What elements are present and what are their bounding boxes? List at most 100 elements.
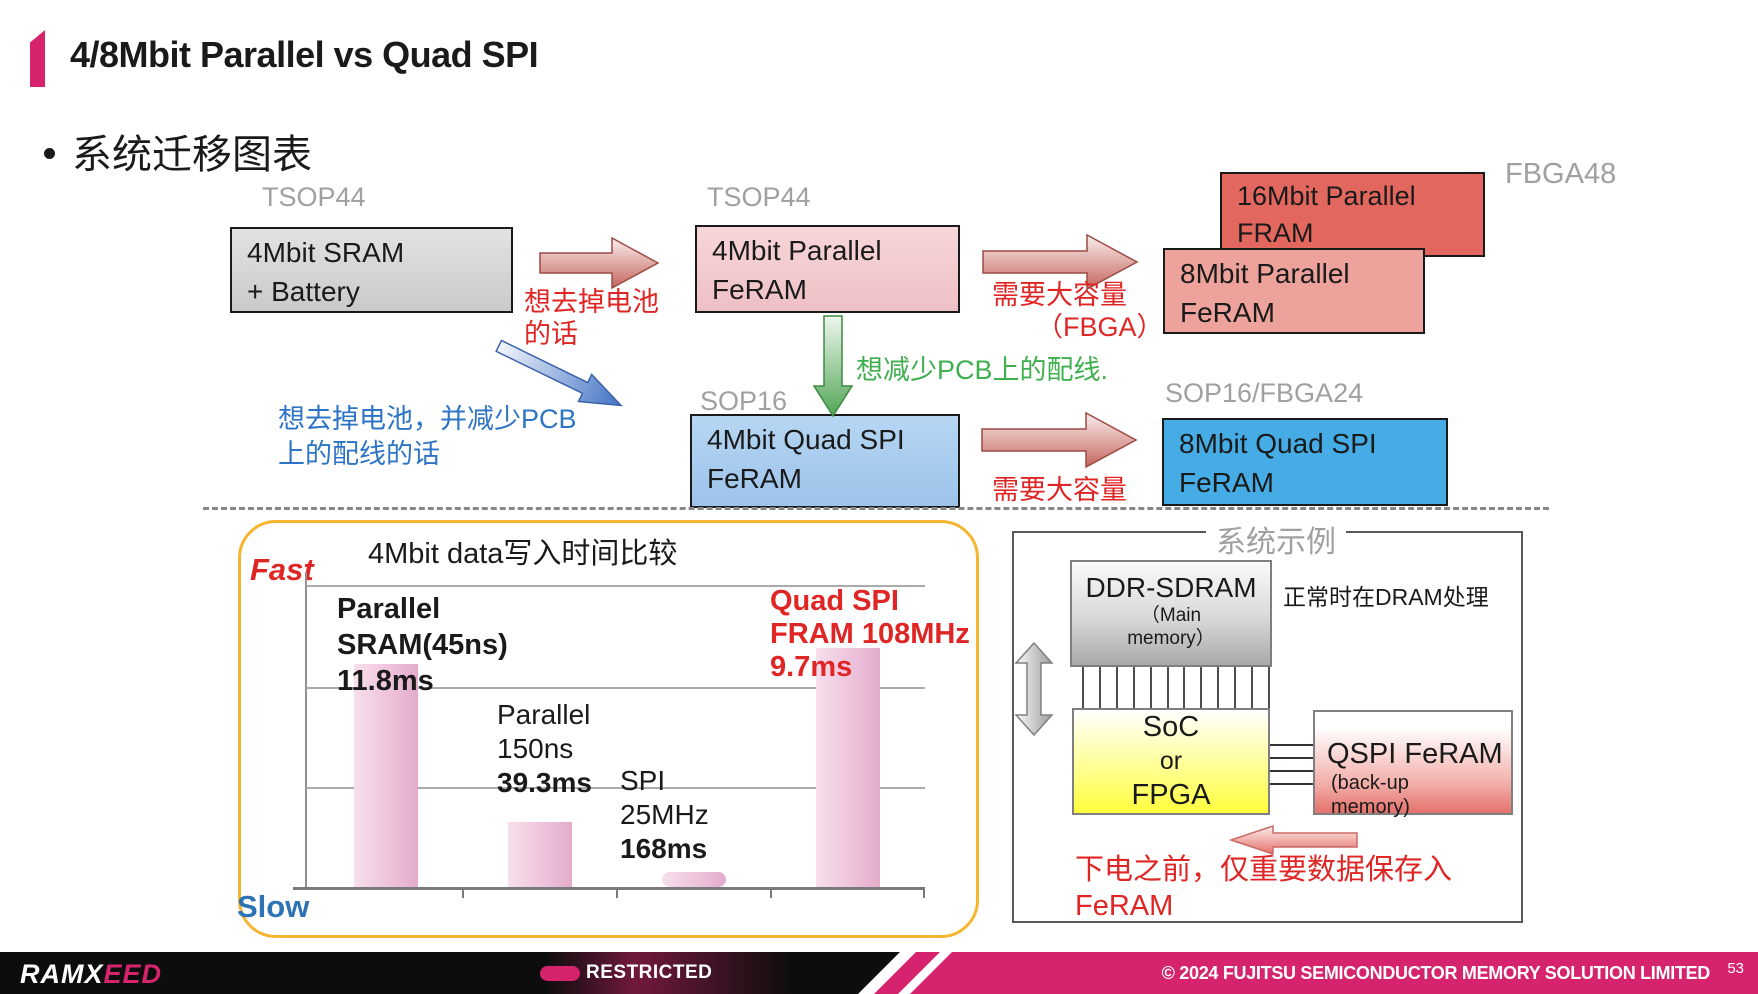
- restricted-pill-icon: [540, 966, 580, 981]
- chart-label-parallel-150ns: Parallel 150ns 39.3ms: [497, 698, 592, 800]
- ddr-sdram-box: DDR-SDRAM （Main memory）: [1070, 560, 1272, 667]
- annotation-line: 需要大容量: [992, 280, 1127, 310]
- box-text: （Main: [1140, 605, 1202, 626]
- chart-bar-parallel-sram: [354, 664, 418, 887]
- package-label-tsop44-sram: TSOP44: [262, 182, 366, 212]
- box-16mbit-parallel-fram: 16Mbit Parallel FRAM: [1220, 172, 1485, 257]
- label-line: SRAM(45ns): [337, 629, 508, 661]
- right-arrow-icon: [981, 411, 1138, 469]
- power-down-note: 下电之前，仅重要数据保存入 FeRAM: [1075, 852, 1452, 924]
- page-title: 4/8Mbit Parallel vs Quad SPI: [70, 34, 539, 75]
- annotation-remove-battery-reduce-pcb: 想去掉电池，并减少PCB 上的配线的话: [278, 402, 577, 472]
- pin-line: [1200, 666, 1202, 709]
- box-text: FeRAM: [1179, 467, 1274, 498]
- pin-line: [1116, 666, 1118, 709]
- pin-line: [1150, 666, 1152, 709]
- footer-glow: [545, 952, 805, 994]
- chart-gridline: [306, 787, 925, 789]
- soc-qspi-bus-line: [1270, 744, 1313, 746]
- chart-title: 4Mbit data写入时间比较: [368, 538, 678, 570]
- right-arrow-icon: [982, 233, 1139, 291]
- soc-qspi-bus-line: [1270, 770, 1313, 772]
- label-line: Parallel: [337, 593, 441, 625]
- box-8mbit-parallel-feram: 8Mbit Parallel FeRAM: [1163, 248, 1425, 334]
- logo-text-white: RAMX: [20, 959, 104, 989]
- chart-bar-parallel-150ns: [508, 822, 572, 887]
- dashed-divider: [203, 507, 1549, 510]
- bullet-dot: [44, 148, 55, 159]
- annotation-line: 上的配线的话: [278, 439, 440, 469]
- box-text: memory): [1331, 796, 1410, 818]
- box-text: FeRAM: [707, 463, 802, 494]
- soc-qspi-bus-line: [1270, 757, 1313, 759]
- box-text: (back-up: [1331, 772, 1409, 794]
- write-time-chart-card: [238, 520, 979, 938]
- box-text: FPGA: [1131, 779, 1211, 811]
- annotation-need-capacity-fbga: 需要大容量 （FBGA）: [992, 279, 1164, 343]
- soc-qspi-bus-line: [1270, 783, 1313, 785]
- box-text: 16Mbit Parallel: [1237, 181, 1416, 211]
- label-line: SPI: [620, 765, 666, 796]
- package-label-sop16: SOP16: [700, 386, 788, 416]
- page-number: 53: [1727, 960, 1744, 977]
- pin-line: [1268, 666, 1270, 709]
- annotation-line: 想去掉电池: [524, 287, 659, 317]
- chart-label-quad-spi: Quad SPI FRAM 108MHz 9.7ms: [770, 585, 970, 684]
- logo-text-pink: EED: [103, 959, 163, 989]
- footer-bar: RAMXEED RESTRICTED © 2024 FUJITSU SEMICO…: [0, 952, 1758, 994]
- system-example-title: 系统示例: [1206, 517, 1346, 561]
- annotation-line: （FBGA）: [1036, 312, 1164, 342]
- pin-line: [1234, 666, 1236, 709]
- up-down-arrow-icon: [1014, 641, 1054, 737]
- chart-y-axis: [305, 572, 307, 888]
- right-arrow-icon: [539, 236, 660, 290]
- qspi-feram-box: QSPI FeRAM (back-up memory): [1313, 710, 1513, 818]
- label-value: 11.8ms: [337, 665, 434, 697]
- label-line: 150ns: [497, 733, 574, 764]
- chart-axis-tick: [616, 889, 618, 898]
- annotation-need-capacity: 需要大容量: [992, 475, 1127, 505]
- box-text: 8Mbit Parallel: [1180, 258, 1350, 289]
- box-text: SoC: [1142, 711, 1200, 743]
- chart-fast-label: Fast: [250, 552, 314, 587]
- pin-line: [1167, 666, 1169, 709]
- chart-gridline: [306, 687, 925, 689]
- pin-line: [1133, 666, 1135, 709]
- chart-gridline: [306, 585, 925, 587]
- pin-line: [1099, 666, 1101, 709]
- normal-operation-note: 正常时在DRAM处理: [1283, 584, 1489, 610]
- box-text: FeRAM: [1180, 297, 1275, 328]
- label-line: FRAM 108MHz: [770, 618, 970, 650]
- label-value: 39.3ms: [497, 767, 592, 798]
- chart-bar-quad-spi: [816, 648, 880, 887]
- pin-line: [1251, 666, 1253, 709]
- box-text: 4Mbit Quad SPI: [707, 424, 905, 455]
- label-value: 168ms: [620, 833, 708, 864]
- chart-label-parallel-sram: Parallel SRAM(45ns) 11.8ms: [337, 591, 508, 699]
- chart-axis-tick: [770, 889, 772, 898]
- chart-bar-spi-25mhz: [662, 872, 726, 887]
- chart-axis-tick: [923, 889, 925, 898]
- chart-axis-tick: [462, 889, 464, 898]
- soc-fpga-box: SoC or FPGA: [1072, 708, 1270, 815]
- box-text: FRAM: [1237, 218, 1314, 248]
- label-value: 9.7ms: [770, 651, 853, 683]
- box-text: 4Mbit Parallel: [712, 235, 882, 266]
- pin-line: [1082, 666, 1084, 709]
- ramxeed-logo: RAMXEED: [20, 959, 162, 990]
- box-4mbit-quad-spi-feram: 4Mbit Quad SPI FeRAM: [690, 414, 960, 508]
- label-line: 25MHz: [620, 799, 709, 830]
- footer-magenta-band: [910, 952, 1758, 994]
- down-arrow-icon: [812, 315, 854, 418]
- restricted-label: RESTRICTED: [586, 962, 713, 983]
- box-text: memory）: [1127, 628, 1215, 649]
- box-text: QSPI FeRAM: [1327, 738, 1503, 770]
- pin-line: [1183, 666, 1185, 709]
- package-label-fbga48: FBGA48: [1505, 158, 1617, 190]
- label-line: Quad SPI: [770, 585, 899, 617]
- box-text: + Battery: [247, 276, 360, 307]
- box-text: 8Mbit Quad SPI: [1179, 428, 1377, 459]
- note-line: FeRAM: [1075, 890, 1174, 922]
- box-text: DDR-SDRAM: [1085, 572, 1257, 603]
